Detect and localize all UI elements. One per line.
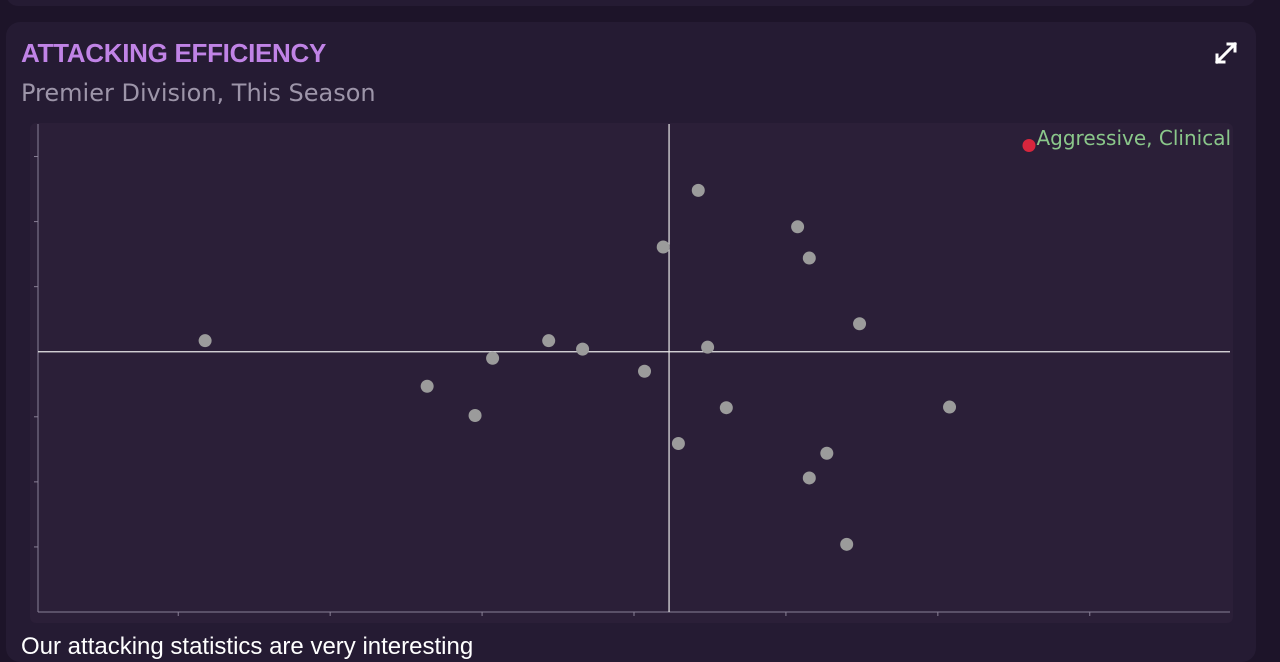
scatter-point xyxy=(853,317,867,331)
scatter-point xyxy=(420,379,434,393)
scatter-point xyxy=(802,471,816,485)
scatter-point xyxy=(671,436,685,450)
plot-area xyxy=(30,123,1233,623)
highlight-point xyxy=(1022,138,1036,152)
expand-icon xyxy=(1214,41,1238,65)
scatter-point xyxy=(198,334,212,348)
scatter-point xyxy=(691,183,705,197)
quadrant-label: Aggressive, Clinical xyxy=(1036,126,1231,150)
scatter-point xyxy=(802,251,816,265)
expand-button[interactable] xyxy=(1213,40,1239,66)
scatter-point xyxy=(820,446,834,460)
scatter-point xyxy=(468,408,482,422)
body-text: Our attacking statistics are very intere… xyxy=(21,633,474,660)
scatter-point xyxy=(576,342,590,356)
scatter-point xyxy=(701,340,715,354)
scatter-point xyxy=(486,351,500,365)
previous-card xyxy=(6,0,1256,6)
card-title: ATTACKING EFFICIENCY xyxy=(21,38,327,68)
scatter-point xyxy=(542,334,556,348)
card-subtitle: Premier Division, This Season xyxy=(21,79,376,107)
scatter-point xyxy=(840,537,854,551)
scatter-point xyxy=(791,220,805,234)
scatter-point xyxy=(719,401,733,415)
scatter-point xyxy=(656,240,670,254)
scatter-point xyxy=(638,364,652,378)
scatter-point xyxy=(943,400,957,414)
